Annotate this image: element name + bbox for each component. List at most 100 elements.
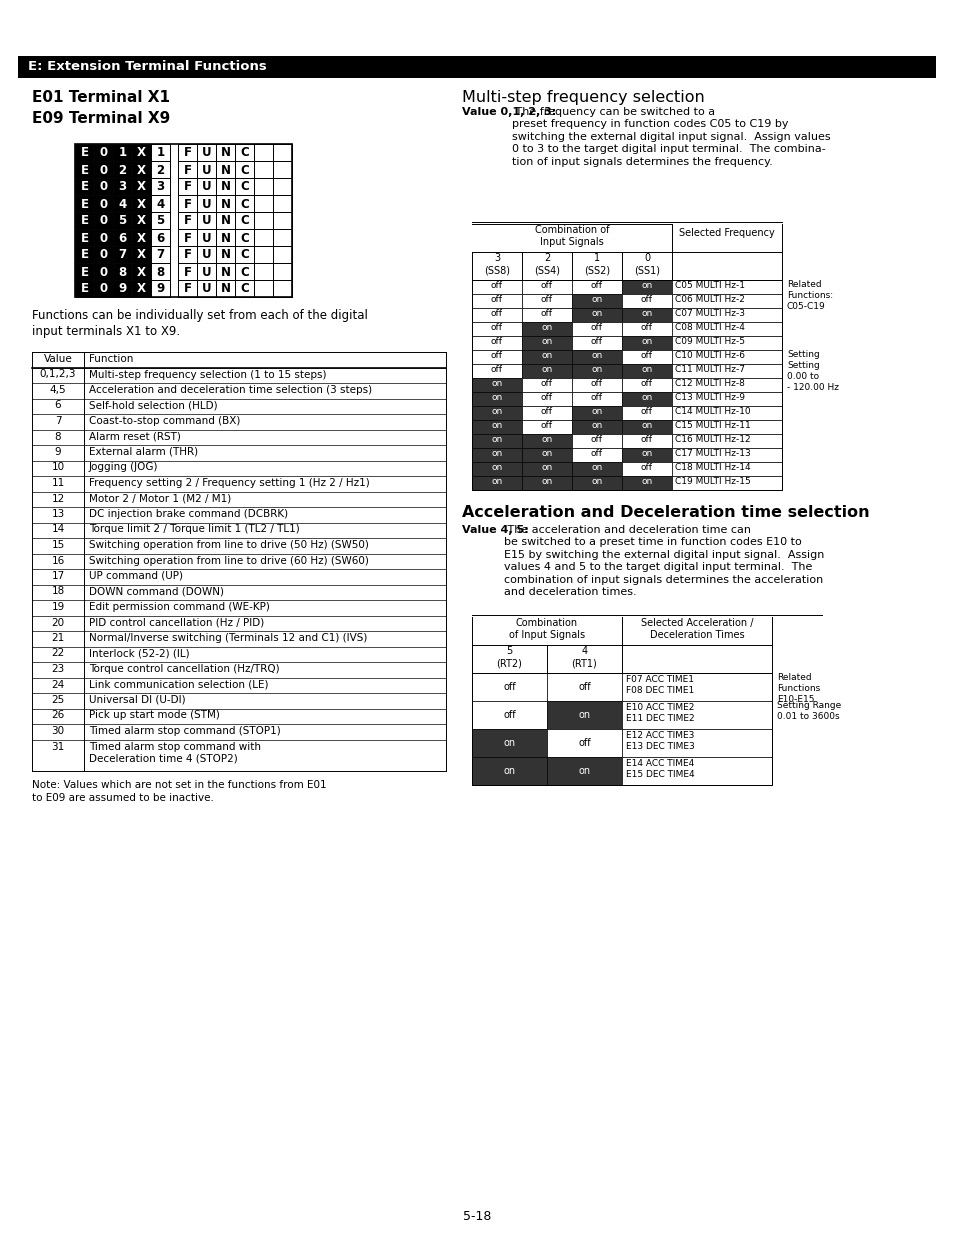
Bar — [621, 336, 671, 350]
Text: off: off — [491, 351, 502, 359]
Text: 3: 3 — [118, 180, 127, 194]
Bar — [472, 475, 521, 490]
Bar — [234, 246, 253, 263]
Bar — [572, 378, 621, 391]
Text: on: on — [491, 379, 502, 388]
Text: C: C — [240, 266, 249, 279]
Bar — [621, 433, 671, 448]
Bar — [621, 378, 671, 391]
Bar — [621, 364, 671, 378]
Bar — [112, 263, 132, 280]
Text: U: U — [201, 283, 212, 295]
Text: 1
(SS2): 1 (SS2) — [583, 253, 609, 275]
Bar — [75, 178, 94, 195]
Text: F: F — [183, 163, 192, 177]
Bar — [671, 364, 781, 378]
Bar — [253, 161, 273, 178]
Text: 14: 14 — [51, 525, 65, 535]
Text: C09 MULTI Hz-5: C09 MULTI Hz-5 — [675, 337, 744, 346]
Bar — [472, 406, 521, 420]
Bar — [253, 144, 273, 161]
Bar — [196, 178, 215, 195]
Text: off: off — [640, 324, 652, 332]
Text: DOWN command (DOWN): DOWN command (DOWN) — [89, 587, 224, 597]
Text: 7: 7 — [118, 248, 127, 262]
Bar — [472, 364, 521, 378]
Text: on: on — [640, 282, 652, 290]
Text: 16: 16 — [51, 556, 65, 566]
Bar — [273, 178, 292, 195]
Text: E12 ACC TIME3
E13 DEC TIME3: E12 ACC TIME3 E13 DEC TIME3 — [625, 731, 694, 751]
Text: 9: 9 — [54, 447, 61, 457]
Text: F: F — [183, 215, 192, 227]
Bar — [472, 462, 521, 475]
Text: F: F — [183, 147, 192, 159]
Text: 5: 5 — [118, 215, 127, 227]
Text: on: on — [540, 463, 552, 472]
Bar — [472, 391, 521, 406]
Text: on: on — [640, 393, 652, 403]
Bar — [273, 195, 292, 212]
Text: E10 ACC TIME2
E11 DEC TIME2: E10 ACC TIME2 E11 DEC TIME2 — [625, 703, 694, 724]
Bar — [546, 673, 621, 701]
Bar — [521, 391, 572, 406]
Bar — [621, 475, 671, 490]
Text: Coast-to-stop command (BX): Coast-to-stop command (BX) — [89, 416, 240, 426]
Bar — [521, 420, 572, 433]
Bar — [621, 406, 671, 420]
Text: off: off — [502, 710, 516, 720]
Text: X: X — [137, 198, 146, 210]
Text: off: off — [578, 682, 590, 692]
Bar — [572, 336, 621, 350]
Text: off: off — [491, 324, 502, 332]
Text: off: off — [540, 295, 553, 304]
Bar — [75, 144, 94, 161]
Bar — [472, 308, 521, 322]
Bar — [234, 144, 253, 161]
Text: C: C — [240, 163, 249, 177]
Bar — [112, 228, 132, 246]
Text: C10 MULTI Hz-6: C10 MULTI Hz-6 — [675, 351, 744, 359]
Bar — [253, 195, 273, 212]
Text: PID control cancellation (Hz / PID): PID control cancellation (Hz / PID) — [89, 618, 264, 627]
Text: 18: 18 — [51, 587, 65, 597]
Text: U: U — [201, 180, 212, 194]
Bar — [112, 280, 132, 296]
Text: Acceleration and deceleration time selection (3 steps): Acceleration and deceleration time selec… — [89, 385, 372, 395]
Bar — [621, 448, 671, 462]
Bar — [472, 350, 521, 364]
Bar — [253, 212, 273, 228]
Text: off: off — [590, 379, 602, 388]
Text: Setting Range
0.01 to 3600s: Setting Range 0.01 to 3600s — [776, 701, 841, 721]
Text: 0: 0 — [99, 231, 108, 245]
Text: on: on — [491, 477, 502, 487]
Bar — [196, 263, 215, 280]
Bar — [112, 178, 132, 195]
Bar — [132, 246, 151, 263]
Text: C: C — [240, 248, 249, 262]
Bar — [671, 420, 781, 433]
Text: 31: 31 — [51, 741, 65, 752]
Text: on: on — [591, 309, 602, 317]
Bar — [94, 178, 112, 195]
Text: 25: 25 — [51, 695, 65, 705]
Text: C16 MULTI Hz-12: C16 MULTI Hz-12 — [675, 435, 750, 445]
Text: on: on — [540, 337, 552, 346]
Text: on: on — [591, 366, 602, 374]
Bar — [132, 195, 151, 212]
Text: U: U — [201, 198, 212, 210]
Text: X: X — [137, 180, 146, 194]
Bar — [671, 336, 781, 350]
Bar — [234, 195, 253, 212]
Text: The frequency can be switched to a
preset frequency in function codes C05 to C19: The frequency can be switched to a prese… — [512, 107, 830, 167]
Text: 0: 0 — [99, 248, 108, 262]
Text: C05 MULTI Hz-1: C05 MULTI Hz-1 — [675, 282, 744, 290]
Bar — [671, 433, 781, 448]
Bar — [521, 322, 572, 336]
Bar — [671, 378, 781, 391]
Text: X: X — [137, 231, 146, 245]
Text: Value 0,1, 2, 3:: Value 0,1, 2, 3: — [461, 107, 556, 117]
Bar — [621, 701, 771, 729]
Text: on: on — [503, 766, 515, 776]
Text: 0: 0 — [99, 215, 108, 227]
